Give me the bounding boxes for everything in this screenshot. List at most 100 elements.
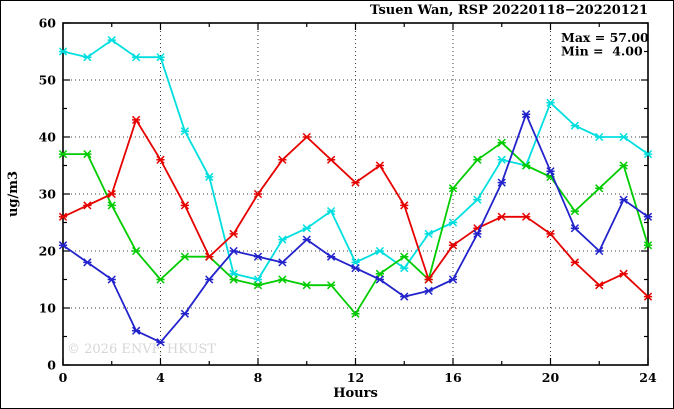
data-point-marker [424, 286, 433, 296]
data-point-marker [253, 189, 263, 199]
data-point-marker [424, 275, 433, 284]
data-point-marker [302, 224, 311, 233]
x-tick-label: 8 [254, 370, 263, 385]
data-point-marker [180, 127, 190, 136]
data-point-marker [400, 252, 409, 261]
data-point-marker [131, 246, 141, 256]
data-point-marker [83, 201, 92, 210]
y-axis-label: ug/m3 [6, 171, 21, 217]
data-point-marker [570, 206, 580, 216]
data-point-marker [521, 161, 531, 170]
series-blue [58, 110, 653, 347]
x-tick-label: 12 [347, 370, 364, 385]
data-point-marker [58, 47, 68, 56]
data-point-marker [546, 98, 555, 107]
data-point-marker [180, 309, 190, 318]
data-point-marker [595, 246, 604, 256]
data-point-marker [326, 281, 336, 290]
data-point-marker [448, 241, 458, 250]
data-point-marker [278, 155, 287, 164]
data-point-marker [595, 281, 604, 290]
data-point-marker [448, 184, 458, 193]
data-point-marker [253, 252, 263, 261]
data-point-marker [497, 178, 506, 187]
data-point-marker [570, 224, 580, 233]
data-point-marker [156, 155, 165, 164]
data-point-marker [497, 155, 506, 164]
data-point-marker [619, 195, 628, 204]
data-point-marker [424, 229, 433, 239]
data-point-marker [107, 201, 116, 210]
data-point-marker [400, 292, 409, 301]
data-point-marker [619, 161, 628, 170]
y-tick-label: 30 [39, 187, 57, 202]
data-point-marker [83, 149, 92, 159]
data-point-marker [473, 195, 482, 204]
data-point-marker [570, 121, 580, 130]
data-point-marker [643, 292, 653, 301]
y-tick-label: 60 [39, 16, 57, 31]
data-point-marker [58, 241, 68, 250]
x-tick-label: 0 [59, 370, 68, 385]
data-point-marker [351, 263, 360, 273]
watermark: © 2026 ENVF, HKUST [67, 342, 216, 357]
data-point-marker [107, 275, 116, 284]
maxmin-annotation-line: Min = 4.00 [561, 44, 643, 59]
y-tick-label: 50 [39, 73, 57, 88]
data-point-marker [156, 53, 165, 62]
data-point-marker [351, 309, 360, 318]
data-point-marker [302, 132, 311, 142]
data-point-marker [448, 275, 458, 284]
data-point-marker [351, 178, 360, 187]
y-tick-label: 10 [39, 301, 57, 316]
data-point-marker [521, 110, 531, 119]
data-point-marker [107, 189, 116, 199]
data-point-marker [156, 275, 165, 284]
data-point-marker [205, 275, 214, 284]
data-point-marker [302, 281, 311, 290]
data-point-marker [497, 212, 506, 221]
data-point-marker [278, 258, 287, 267]
data-point-marker [546, 167, 555, 176]
data-point-marker [595, 132, 604, 142]
data-point-marker [131, 53, 141, 62]
data-point-marker [375, 246, 385, 256]
data-point-marker [131, 326, 141, 335]
data-point-marker [253, 281, 263, 290]
maxmin-annotation-line: Max = 57.00 [561, 30, 649, 45]
data-point-marker [643, 149, 653, 159]
data-point-marker [83, 258, 92, 267]
series-green [58, 138, 653, 318]
data-point-marker [205, 252, 214, 261]
y-tick-label: 0 [47, 358, 56, 373]
data-point-marker [400, 201, 409, 210]
data-point-marker [205, 172, 214, 182]
data-point-marker [302, 235, 311, 244]
data-point-marker [619, 269, 628, 278]
data-point-marker [58, 212, 68, 221]
data-point-marker [619, 132, 628, 142]
data-point-marker [546, 229, 555, 239]
data-point-marker [229, 229, 238, 239]
x-axis-label: Hours [333, 386, 378, 401]
data-point-marker [497, 138, 506, 147]
x-tick-label: 4 [156, 370, 165, 385]
data-point-marker [278, 275, 287, 284]
data-point-marker [229, 246, 238, 256]
x-tick-label: 16 [444, 370, 462, 385]
data-point-marker [58, 149, 68, 159]
series-red [58, 115, 653, 301]
data-point-marker [570, 258, 580, 267]
data-point-marker [107, 35, 116, 45]
data-point-marker [156, 338, 165, 347]
data-point-marker [375, 161, 385, 170]
data-point-marker [375, 275, 385, 284]
data-point-marker [131, 115, 141, 125]
data-point-marker [643, 241, 653, 250]
data-point-marker [180, 201, 190, 210]
data-point-marker [180, 252, 190, 261]
data-point-marker [448, 218, 458, 227]
data-point-marker [521, 212, 531, 221]
data-point-marker [326, 252, 336, 261]
